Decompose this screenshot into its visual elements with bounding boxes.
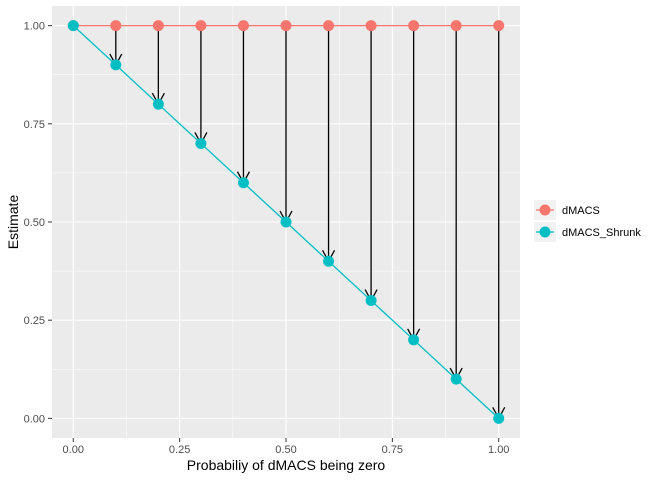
- data-point-dMACS: [493, 20, 505, 32]
- points: [67, 20, 505, 424]
- data-point-dMACS_Shrunk: [280, 216, 292, 228]
- data-point-dMACS: [408, 20, 420, 32]
- y-tick-label: 0.50: [24, 217, 45, 229]
- legend-label: dMACS_Shrunk: [562, 227, 641, 239]
- x-tick-label: 0.25: [169, 444, 190, 456]
- x-tick-label: 0.50: [275, 444, 296, 456]
- data-point-dMACS_Shrunk: [152, 98, 164, 110]
- data-point-dMACS: [110, 20, 122, 32]
- data-point-dMACS: [152, 20, 164, 32]
- data-point-dMACS_Shrunk: [450, 373, 462, 385]
- legend-item-dMACS_Shrunk: dMACS_Shrunk: [534, 222, 641, 242]
- legend-label: dMACS: [562, 205, 600, 217]
- legend-key-point: [539, 204, 551, 216]
- data-point-dMACS_Shrunk: [323, 255, 335, 267]
- data-point-dMACS: [195, 20, 207, 32]
- data-point-dMACS_Shrunk: [110, 59, 122, 71]
- x-axis-title: Probabiliy of dMACS being zero: [187, 457, 386, 473]
- legend-key-point: [539, 226, 551, 238]
- axes: 0.00 0.25 0.50 0.75 1.00 0.00 0.25 0.50 0.75 1.00: [24, 21, 510, 456]
- data-point-dMACS_Shrunk: [408, 334, 420, 346]
- y-tick-label: 0.75: [24, 119, 45, 131]
- x-tick-label: 0.00: [63, 444, 84, 456]
- data-point-dMACS_Shrunk: [237, 177, 249, 189]
- legend: dMACS dMACS_Shrunk: [534, 200, 641, 242]
- y-axis-title: Estimate: [5, 195, 21, 250]
- data-point-dMACS: [280, 20, 292, 32]
- x-tick-label: 0.75: [382, 444, 403, 456]
- y-tick-label: 0.00: [24, 413, 45, 425]
- data-point-dMACS_Shrunk: [195, 137, 207, 149]
- y-tick-label: 1.00: [24, 21, 45, 33]
- data-point-dMACS_Shrunk: [365, 295, 377, 307]
- data-point-dMACS: [450, 20, 462, 32]
- x-tick-label: 1.00: [488, 444, 509, 456]
- legend-item-dMACS: dMACS: [534, 200, 600, 220]
- y-tick-label: 0.25: [24, 315, 45, 327]
- data-point-dMACS: [237, 20, 249, 32]
- data-point-dMACS_Shrunk: [67, 20, 79, 32]
- data-point-dMACS_Shrunk: [493, 412, 505, 424]
- data-point-dMACS: [323, 20, 335, 32]
- data-point-dMACS: [365, 20, 377, 32]
